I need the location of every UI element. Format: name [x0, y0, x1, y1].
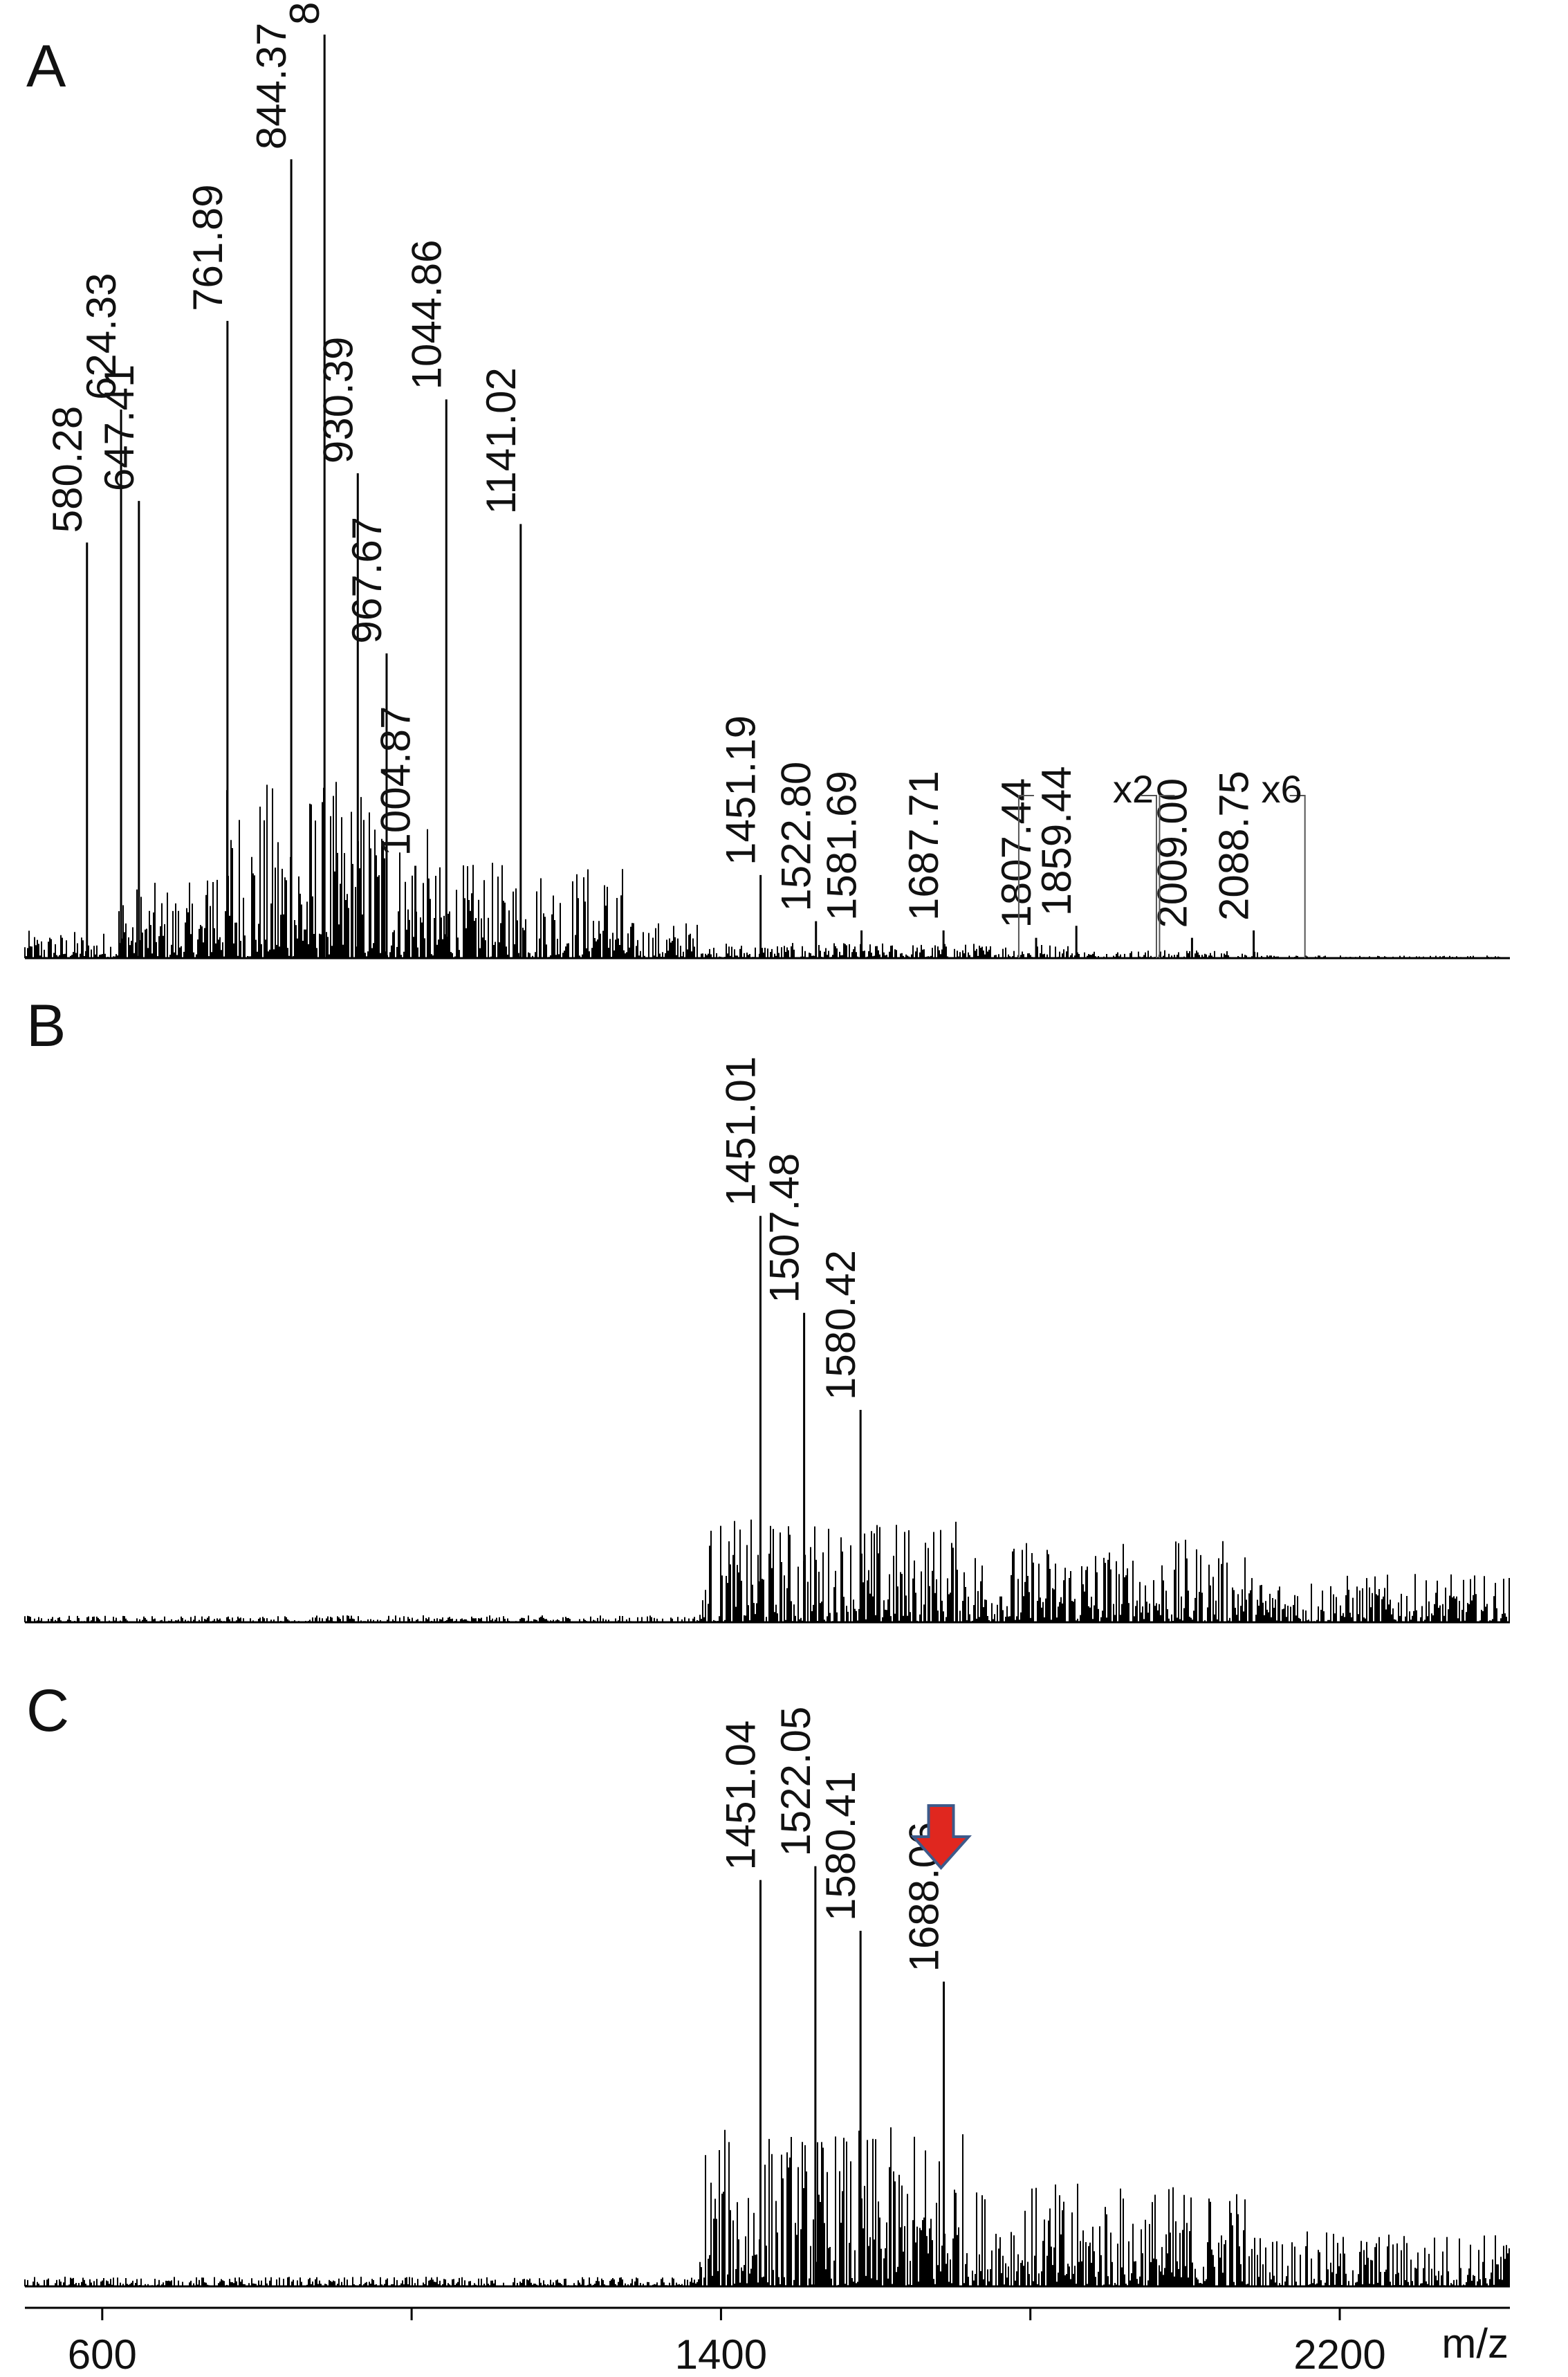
scale-factor-label: x6	[1262, 767, 1302, 811]
peak-label: 647.41	[96, 365, 142, 492]
red-down-arrow-icon	[910, 1804, 972, 1871]
peak-label: 930.39	[315, 337, 361, 464]
peak-label: 1859.44	[1033, 766, 1080, 916]
panel-label-c: C	[26, 1678, 69, 1744]
arrow-shape	[910, 1804, 972, 1871]
peak-label: 580.28	[44, 406, 91, 533]
peak-label: 1580.42	[818, 1250, 864, 1400]
x-tick-label: 1400	[675, 2331, 767, 2377]
scale-bracket-left	[1159, 795, 1175, 958]
peak-label: 1807.44	[993, 778, 1040, 928]
noise-trace	[24, 2127, 1510, 2286]
peak-label: 1004.87	[373, 706, 419, 856]
peak-label: 2088.75	[1211, 771, 1257, 921]
peak-label: 1522.05	[773, 1707, 819, 1857]
peak-label: 624.33	[78, 273, 124, 400]
x-axis-ticks: 600 1400 2200	[68, 2308, 1386, 2377]
peak-label: 1580.41	[818, 1771, 864, 1921]
peak-label: 1451.01	[717, 1056, 764, 1206]
peak-label: 1687.71	[901, 771, 947, 921]
scale-bracket-right	[1141, 795, 1157, 958]
peak-label: 1451.04	[717, 1720, 764, 1871]
x-tick-label: 600	[68, 2331, 137, 2377]
peak-label: 887.38	[282, 0, 328, 25]
peak-label: 1522.80	[773, 762, 820, 912]
peak-label: 844.37	[248, 23, 295, 150]
panel-label-b: B	[26, 993, 66, 1059]
scale-bracket-right	[1289, 795, 1306, 958]
peak-label: 1581.69	[819, 771, 865, 921]
peak-label: 1451.19	[718, 715, 764, 865]
peak-label: 1507.48	[762, 1153, 808, 1303]
peak-label: 1141.02	[478, 367, 524, 514]
x-axis-unit-label: m/z	[1441, 2320, 1509, 2367]
peak-label: 967.67	[344, 517, 390, 644]
scale-brackets-a: x2 x6	[1017, 767, 1306, 958]
peak-label: 1044.86	[403, 239, 450, 389]
scale-factor-label: x2	[1113, 767, 1154, 811]
scale-bracket-left	[1017, 795, 1034, 958]
spectrum-c-noise	[24, 2127, 1510, 2286]
panel-label-a: A	[26, 33, 66, 100]
x-tick-label: 2200	[1293, 2331, 1385, 2377]
peak-label: 761.89	[185, 184, 231, 311]
x-axis: 600 1400 2200 m/z	[25, 2306, 1510, 2377]
